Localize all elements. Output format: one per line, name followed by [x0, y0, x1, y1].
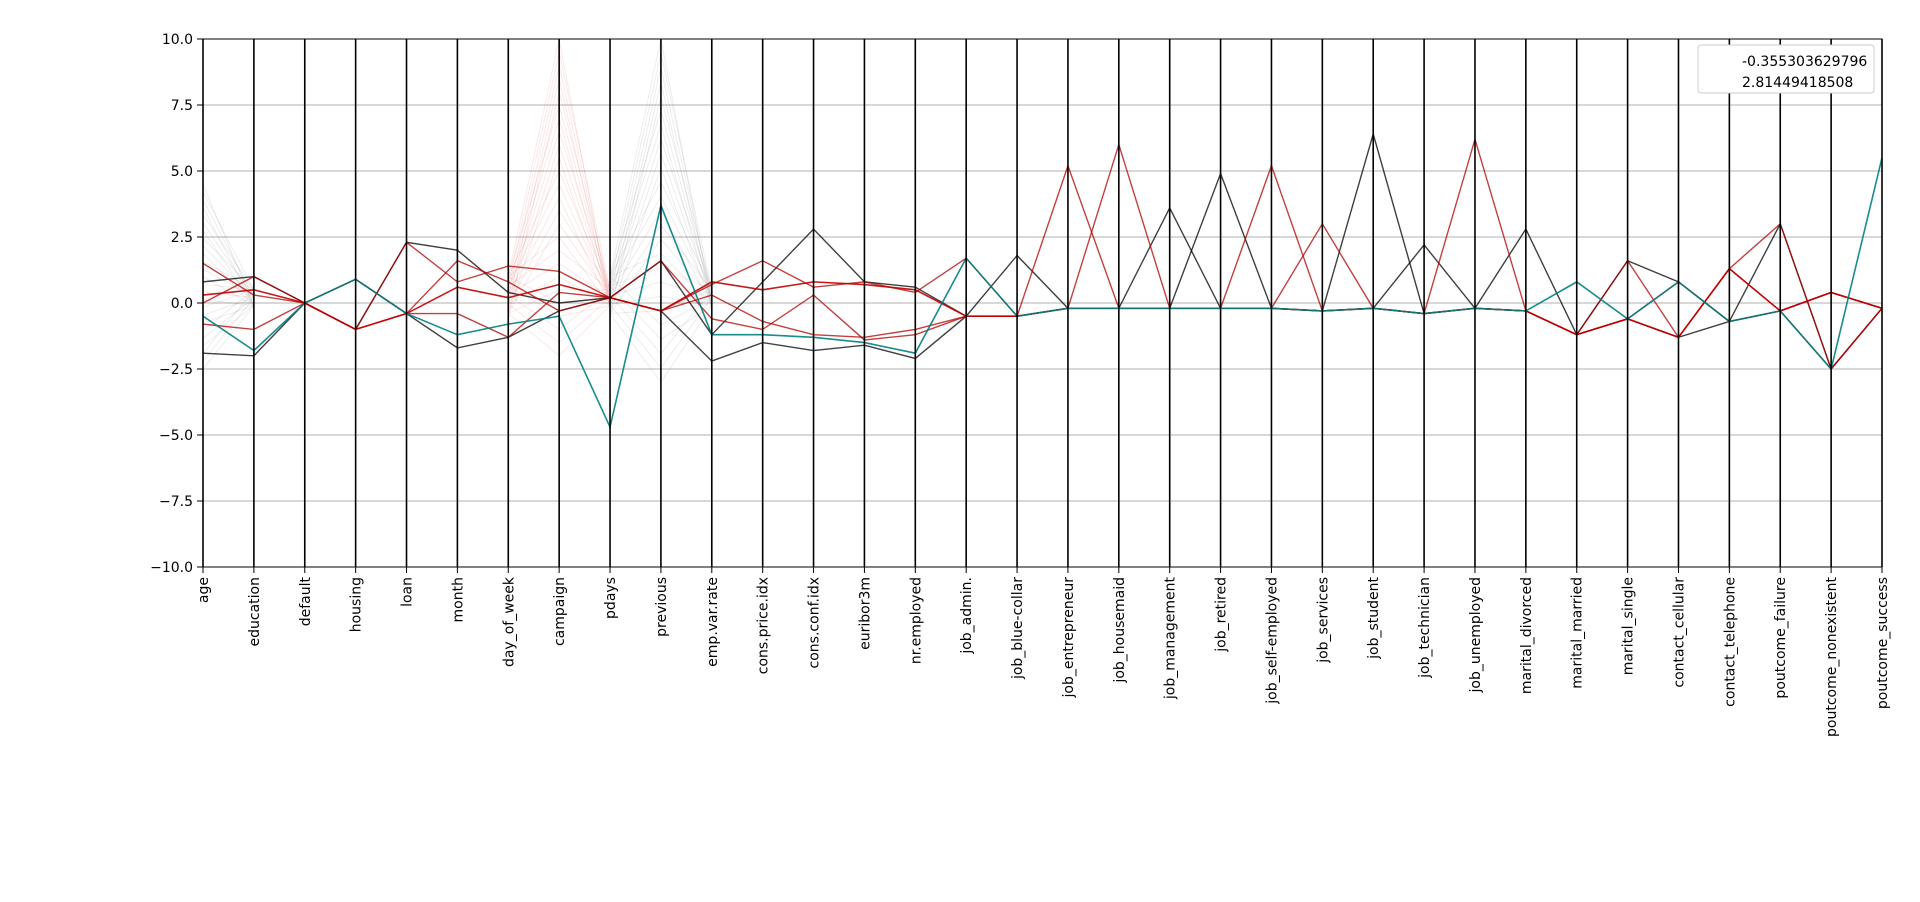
y-axis-ticks: −10.0 −7.5 −5.0 −2.5 0.0 2.5 5.0 7.5 10.0 — [150, 32, 203, 576]
legend-box — [1697, 44, 1875, 94]
y-tick-label-0: −10.0 — [150, 560, 193, 576]
bundle-line-2-2 — [202, 289, 255, 354]
x-label-euribor3m: euribor3m — [857, 577, 873, 650]
bundle-line-2-11 — [202, 283, 254, 291]
x-label-marital_married: marital_married — [1570, 577, 1586, 689]
y-tick-label-8: 10.0 — [162, 32, 193, 48]
path-line-4 — [202, 222, 1883, 371]
x-label-education: education — [247, 577, 263, 646]
x-label-marital_single: marital_single — [1621, 577, 1637, 675]
x-label-cons.price.idx: cons.price.idx — [756, 577, 772, 674]
bundle-line-2-13 — [202, 268, 255, 299]
x-label-job_admin.: job_admin. — [959, 577, 975, 655]
bundle-line-2-0 — [202, 305, 255, 370]
x-label-emp.var.rate: emp.var.rate — [705, 577, 721, 667]
bundle-line-2-23 — [202, 191, 255, 291]
y-tick-label-3: −2.5 — [159, 362, 193, 378]
x-label-contact_cellular: contact_cellular — [1671, 577, 1687, 688]
x-label-age: age — [196, 577, 212, 603]
bundle-line-2-6 — [202, 305, 255, 324]
bundle-line-2-18 — [202, 230, 255, 306]
bundle-line-2-3 — [202, 305, 255, 347]
bundle-line-2-24 — [202, 184, 255, 306]
data-lines — [202, 131, 1883, 430]
x-label-contact_telephone: contact_telephone — [1722, 577, 1738, 707]
grid-lines — [203, 38, 1882, 568]
x-axis-labels: age education default housing loan month day_o… — [196, 567, 1891, 737]
x-label-job_services: job_services — [1315, 577, 1331, 664]
y-tick-label-4: 0.0 — [171, 296, 193, 312]
bundle-line-2-5 — [202, 289, 255, 331]
series-line-1 — [202, 157, 1883, 430]
bundle-line-2-1 — [202, 297, 255, 362]
x-label-housing: housing — [349, 577, 365, 632]
x-label-job_management: job_management — [1163, 576, 1179, 700]
x-label-job_retired: job_retired — [1214, 577, 1230, 653]
x-label-marital_divorced: marital_divorced — [1519, 577, 1535, 694]
bundle-line-2-14 — [202, 260, 255, 291]
x-label-job_technician: job_technician — [1417, 577, 1433, 679]
x-label-default: default — [298, 576, 314, 626]
legend-label-1: 2.81449418508 — [1742, 75, 1853, 91]
y-tick-label-5: 2.5 — [171, 230, 193, 246]
x-label-poutcome_failure: poutcome_failure — [1773, 577, 1789, 699]
x-label-month: month — [450, 577, 466, 622]
bundle-line-2-8 — [202, 289, 255, 308]
x-label-campaign: campaign — [552, 577, 568, 646]
x-label-pdays: pdays — [603, 577, 619, 619]
y-tick-label-2: −5.0 — [159, 428, 193, 444]
x-label-poutcome_success: poutcome_success — [1875, 577, 1891, 709]
x-label-job_self-employed: job_self-employed — [1264, 577, 1280, 705]
y-tick-label-1: −7.5 — [159, 494, 193, 510]
y-tick-label-6: 5.0 — [171, 164, 193, 180]
y-tick-label-7: 7.5 — [171, 98, 193, 114]
path-line-3 — [202, 142, 1883, 371]
x-label-loan: loan — [400, 577, 416, 607]
legend: -0.355303629796 2.81449418508 — [1697, 44, 1875, 94]
x-label-job_blue-collar: job_blue-collar — [1010, 577, 1026, 680]
bundle-line-2-9 — [202, 299, 254, 307]
bundle-line-2-7 — [202, 297, 255, 316]
x-label-day_of_week: day_of_week — [501, 576, 517, 667]
x-label-nr.employed: nr.employed — [908, 577, 924, 664]
bundle-line-2-4 — [202, 297, 255, 339]
x-label-job_student: job_student — [1366, 577, 1382, 660]
x-label-cons.conf.idx: cons.conf.idx — [807, 577, 823, 668]
x-label-poutcome_nonexistent: poutcome_nonexistent — [1824, 577, 1840, 737]
x-label-job_housemaid: job_housemaid — [1112, 577, 1128, 684]
bundle-line-2-19 — [202, 222, 255, 299]
legend-label-0: -0.355303629796 — [1742, 54, 1867, 70]
path-line-2 — [202, 136, 1883, 339]
x-label-job_unemployed: job_unemployed — [1468, 577, 1484, 693]
bundle-line-2-10 — [202, 291, 254, 299]
x-label-job_entrepreneur: job_entrepreneur — [1061, 577, 1077, 699]
x-label-previous: previous — [654, 577, 670, 637]
